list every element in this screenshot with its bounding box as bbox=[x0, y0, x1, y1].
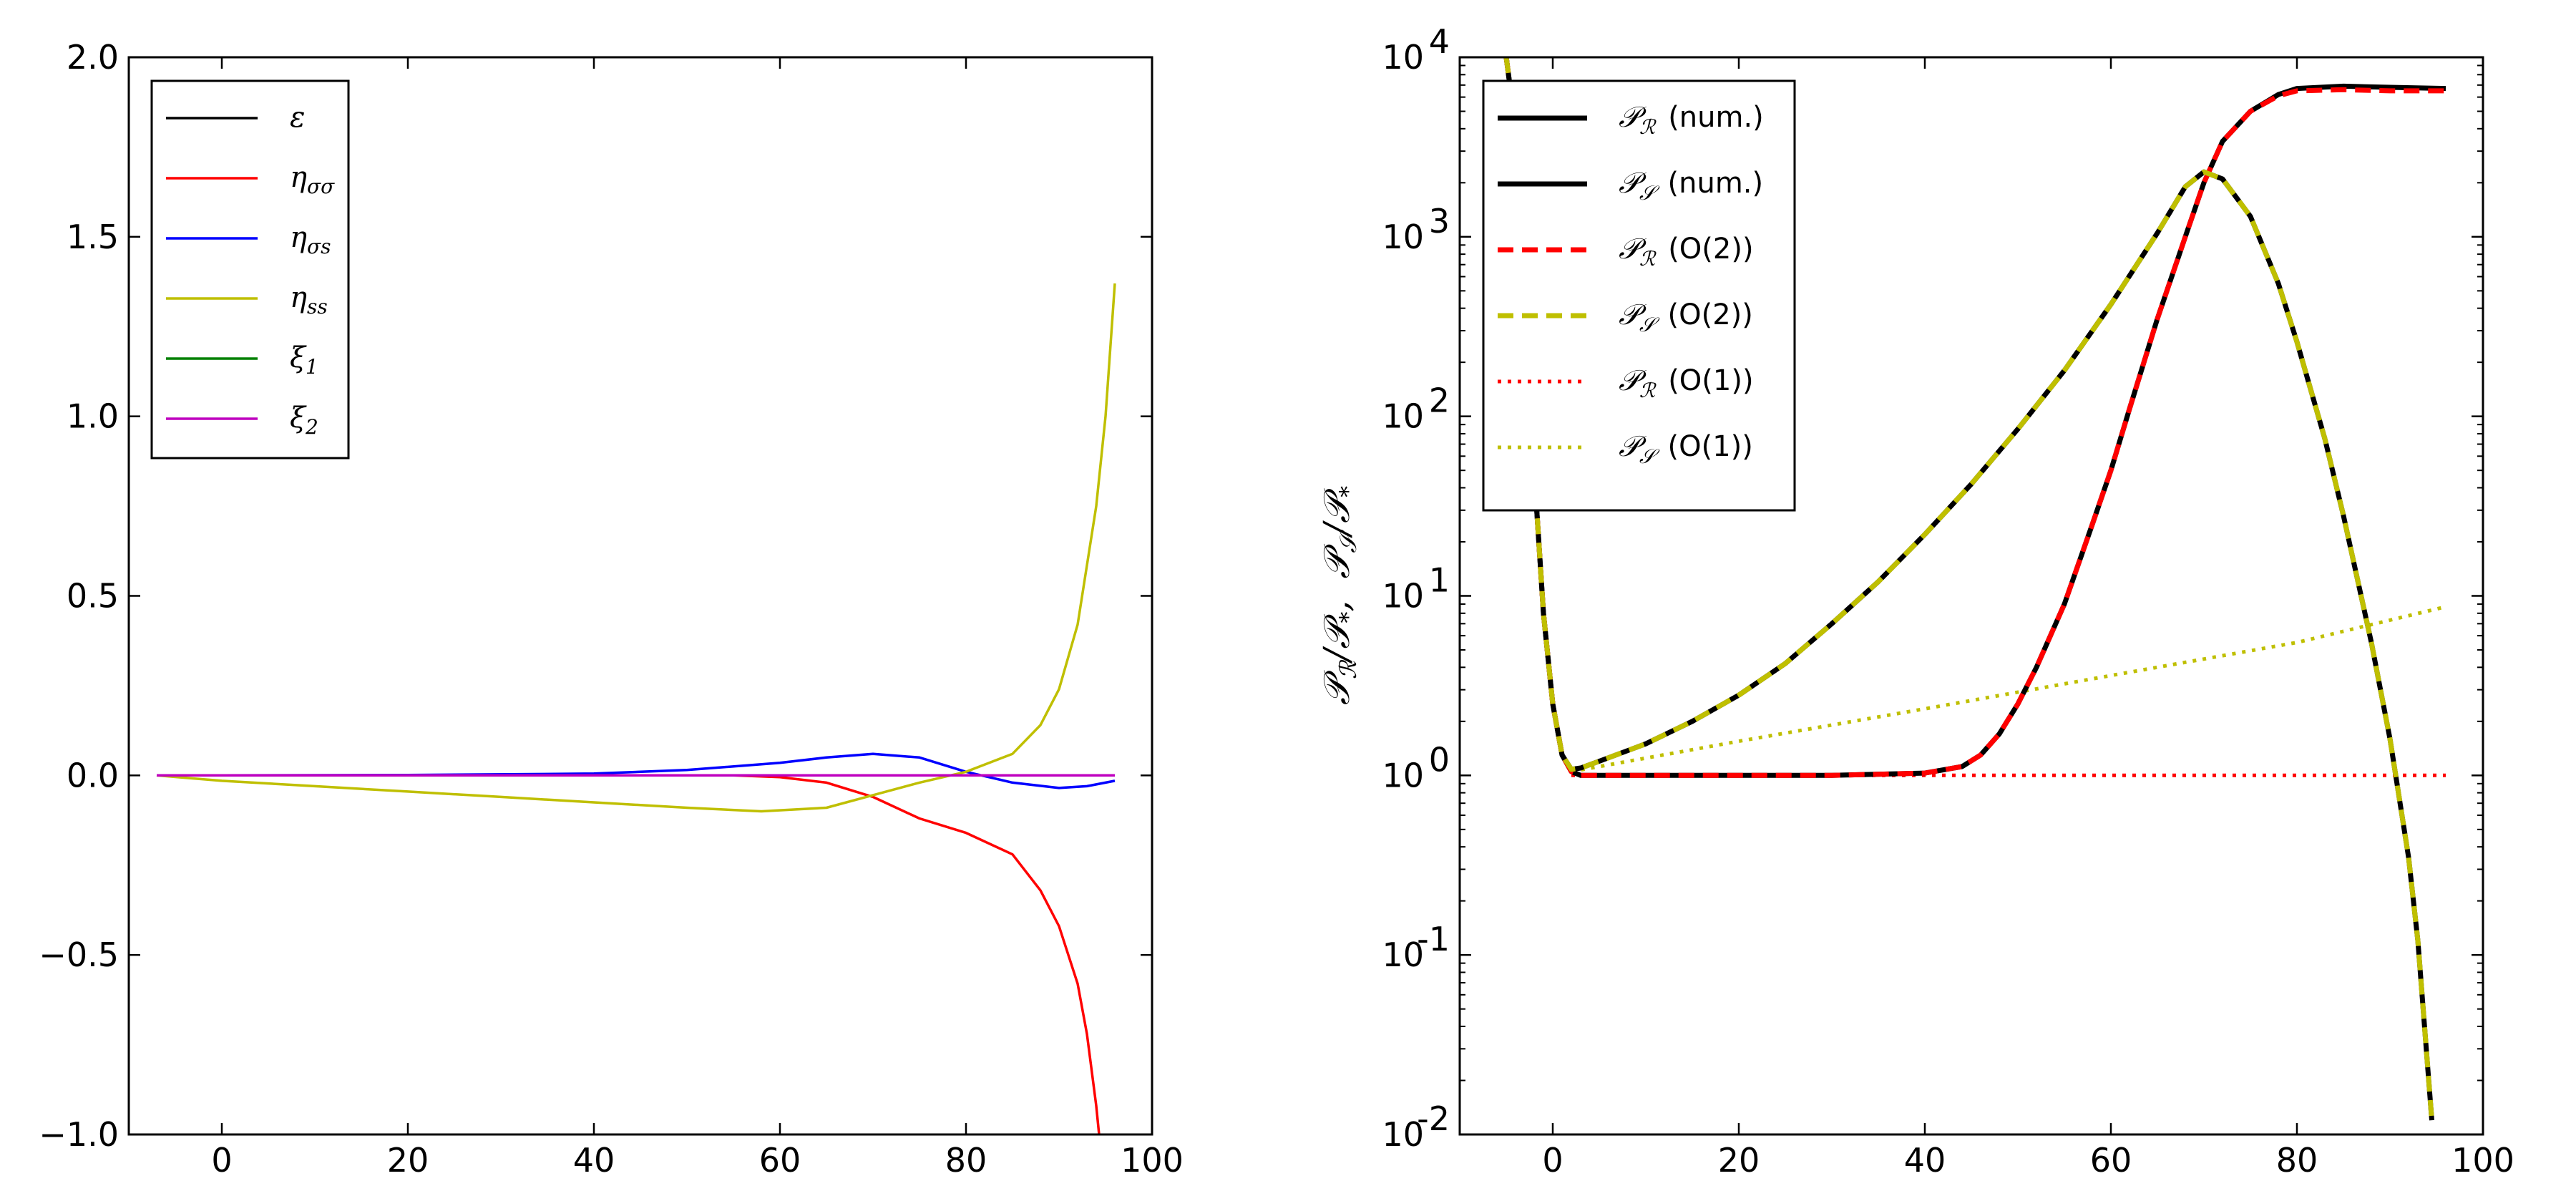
right-legend-suffix: (O(1)) bbox=[1668, 430, 1753, 463]
left-legend-label-3: ηss bbox=[290, 281, 328, 319]
right-y-tick-exponent: -2 bbox=[1417, 1099, 1450, 1138]
right-y-tick-exponent: 3 bbox=[1429, 202, 1450, 240]
right-series-line-5 bbox=[1571, 605, 2446, 774]
left-x-tick-label: 40 bbox=[573, 1141, 615, 1180]
right-y-tick-exponent: 4 bbox=[1429, 22, 1450, 61]
right-legend-suffix: (num.) bbox=[1668, 167, 1764, 200]
left-legend-subscript: σs bbox=[307, 235, 331, 258]
right-legend-label-0: 𝒫ℛ (num.) bbox=[1619, 101, 1764, 139]
left-legend-subscript: 2 bbox=[305, 415, 318, 439]
left-y-tick-label: −0.5 bbox=[39, 935, 119, 974]
left-legend-symbol: η bbox=[290, 221, 307, 254]
right-y-tick-label: 10 bbox=[1382, 218, 1424, 256]
right-x-tick-label: 100 bbox=[2451, 1141, 2514, 1180]
ylabel-sub1: * bbox=[1335, 612, 1362, 623]
right-x-tick-label: 20 bbox=[1718, 1141, 1760, 1180]
right-legend-label-5: 𝒫𝒮 (O(1)) bbox=[1619, 430, 1753, 468]
left-y-tick-label: 0.5 bbox=[67, 577, 119, 616]
right-y-tick-label: 10 bbox=[1382, 397, 1424, 436]
left-legend-subscript: ss bbox=[307, 295, 328, 319]
right-legend-subscript: ℛ bbox=[1639, 247, 1657, 271]
left-legend-symbol: ε bbox=[290, 101, 305, 134]
left-legend-symbol: η bbox=[290, 281, 307, 314]
left-legend-label-5: ξ2 bbox=[290, 402, 318, 439]
right-legend-subscript: ℛ bbox=[1639, 115, 1657, 139]
left-legend-label-4: ξ1 bbox=[290, 341, 318, 379]
left-y-tick-label: 1.0 bbox=[67, 397, 119, 436]
right-legend-subscript: ℛ bbox=[1639, 379, 1657, 402]
left-legend-subscript: 1 bbox=[306, 355, 318, 379]
left-series-group bbox=[156, 283, 1116, 1134]
right-y-tick-label: 10 bbox=[1382, 38, 1424, 77]
left-legend-symbol: ξ bbox=[290, 402, 307, 434]
left-axes-frame bbox=[127, 56, 1153, 1136]
left-legend-label-0: ε bbox=[290, 101, 305, 134]
left-x-tick-label: 100 bbox=[1121, 1141, 1184, 1180]
left-legend-box bbox=[150, 79, 350, 460]
left-y-tick-label: 0.0 bbox=[67, 756, 119, 794]
right-series-line-3 bbox=[1503, 57, 2434, 1121]
right-legend-label-3: 𝒫𝒮 (O(2)) bbox=[1619, 298, 1753, 336]
left-legend-symbol: η bbox=[290, 161, 307, 194]
right-x-tick-label: 40 bbox=[1904, 1141, 1946, 1180]
left-chart: 0 20 40 60 80 100−1.0−0.50.00.51.01.52.0 εησσ… bbox=[39, 38, 1184, 1180]
left-x-tick-label: 20 bbox=[387, 1141, 429, 1180]
right-x-tick-label: 0 bbox=[1542, 1141, 1563, 1180]
right-legend-suffix: (O(1)) bbox=[1668, 364, 1753, 397]
left-x-tick-label: 80 bbox=[945, 1141, 987, 1180]
ylabel-sub2: * bbox=[1335, 486, 1362, 497]
left-series-line-3 bbox=[156, 283, 1116, 813]
right-axes-frame bbox=[1458, 56, 2484, 1136]
right-legend-suffix: (O(2)) bbox=[1668, 298, 1753, 331]
right-legend-suffix: (num.) bbox=[1668, 101, 1764, 134]
right-legend-label-1: 𝒫𝒮 (num.) bbox=[1619, 167, 1763, 205]
left-x-tick-label: 0 bbox=[211, 1141, 232, 1180]
left-y-tick-label: 2.0 bbox=[67, 38, 119, 77]
left-y-tick-label: −1.0 bbox=[39, 1115, 119, 1154]
left-y-tick-label: 1.5 bbox=[67, 218, 119, 256]
right-y-tick-exponent: 0 bbox=[1429, 740, 1450, 779]
right-legend-box bbox=[1482, 79, 1796, 512]
right-legend-label-2: 𝒫ℛ (O(2)) bbox=[1619, 233, 1754, 271]
right-y-tick-exponent: 2 bbox=[1429, 381, 1450, 420]
right-y-tick-label: 10 bbox=[1382, 1115, 1424, 1154]
right-y-tick-label: 10 bbox=[1382, 756, 1424, 794]
right-y-tick-label: 10 bbox=[1382, 577, 1424, 616]
right-y-tick-exponent: -1 bbox=[1417, 920, 1450, 958]
left-legend-subscript: σσ bbox=[307, 175, 335, 198]
ylabel-s1: ℛ bbox=[1335, 659, 1362, 679]
right-x-tick-label: 80 bbox=[2276, 1141, 2318, 1180]
right-y-tick-exponent: 1 bbox=[1429, 561, 1450, 600]
ylabel-comma: , bbox=[1316, 601, 1357, 612]
right-legend-label-4: 𝒫ℛ (O(1)) bbox=[1619, 364, 1754, 402]
right-series-group bbox=[1503, 57, 2446, 1121]
left-legend-label-1: ησσ bbox=[290, 161, 335, 198]
right-x-tick-label: 60 bbox=[2090, 1141, 2132, 1180]
right-legend-suffix: (O(2)) bbox=[1668, 233, 1753, 266]
right-y-tick-label: 10 bbox=[1382, 935, 1424, 974]
left-tick-labels: 0 20 40 60 80 100 −1.0 −0.5 0.0 0.5 1.0 1.5 2.0 bbox=[39, 38, 1184, 1180]
left-legend-label-2: ησs bbox=[290, 221, 331, 258]
left-x-tick-label: 60 bbox=[759, 1141, 801, 1180]
right-legend: 𝒫ℛ (num.)𝒫𝒮 (num.)𝒫ℛ (O(2))𝒫𝒮 (O(2))𝒫ℛ (O(1))… bbox=[1482, 79, 1796, 512]
left-legend-symbol: ξ bbox=[290, 341, 307, 374]
